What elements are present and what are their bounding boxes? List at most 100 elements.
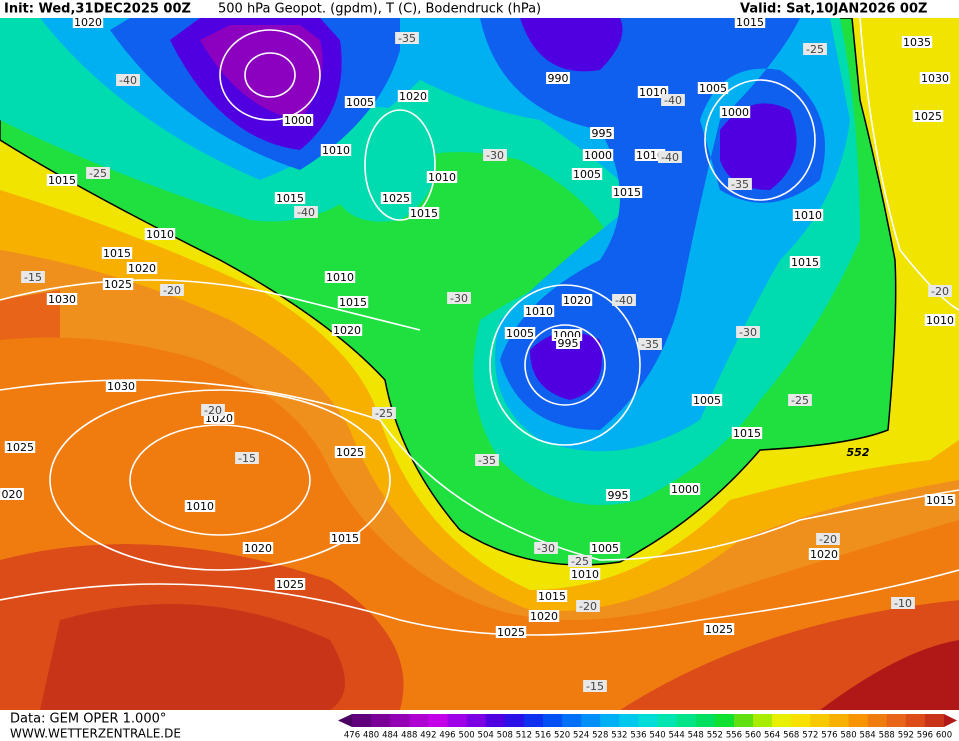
scale-label: 480	[363, 731, 379, 741]
isobar-label-box	[0, 488, 24, 500]
scale-arrow	[338, 714, 352, 727]
isotherm-label-box	[395, 32, 419, 44]
isobar-label: 1030	[107, 380, 135, 393]
scale-label: 556	[726, 731, 742, 741]
isobar-label-box	[274, 192, 306, 204]
isotherm-label: -30	[450, 292, 468, 305]
isobar-label-box	[72, 16, 104, 28]
isobar-label-box	[691, 394, 723, 406]
isotherm-label: -15	[24, 271, 42, 284]
isobar-label-box	[611, 186, 643, 198]
isobar-label: 1015	[538, 590, 566, 603]
scale-label: 576	[821, 731, 837, 741]
scale-bin	[352, 714, 372, 727]
scale-label: 560	[745, 731, 761, 741]
scale-label: 500	[458, 731, 474, 741]
isotherm-label: -40	[661, 151, 679, 164]
isotherm-label-box	[294, 206, 318, 218]
isobar-label: 1015	[410, 207, 438, 220]
isobar-label: 1015	[331, 532, 359, 545]
scale-bin	[714, 714, 735, 727]
scale-label: 524	[573, 731, 589, 741]
isobar-label: 1015	[339, 296, 367, 309]
isobar-label-box	[556, 337, 580, 349]
isobar-label: 1010	[926, 314, 954, 327]
isotherm-label-box	[576, 600, 600, 612]
isobar-label: 1020	[128, 262, 156, 275]
isotherm-label: -30	[739, 326, 757, 339]
site: WWW.WETTERZENTRALE.DE	[10, 727, 181, 741]
isobar-label: 1005	[573, 168, 601, 181]
scale-bin	[829, 714, 850, 727]
map	[0, 18, 959, 710]
isobar-label: 1015	[613, 186, 641, 199]
scale-label: 520	[554, 731, 570, 741]
scale-label: 592	[898, 731, 914, 741]
isobar-label-box	[912, 110, 944, 122]
scale-bin	[523, 714, 544, 727]
scale-bin	[905, 714, 926, 727]
isobar-label-box	[590, 127, 614, 139]
isobar-label-box	[669, 483, 701, 495]
scale-bin	[428, 714, 448, 727]
scale-bin	[676, 714, 697, 727]
isobar-label-box	[634, 149, 666, 161]
isobar-label-box	[274, 578, 306, 590]
isotherm-label: -35	[641, 338, 659, 351]
isobar-label-box	[426, 171, 458, 183]
isobar-label-box	[329, 532, 361, 544]
isotherm-label-box	[475, 454, 499, 466]
isobar-label: 1015	[48, 174, 76, 187]
isobar-label-box	[331, 324, 363, 336]
scale-bin	[562, 714, 582, 727]
isobar-label-box	[734, 16, 766, 28]
isobar-label: 1005	[591, 542, 619, 555]
isobar-label: 1020	[399, 90, 427, 103]
isotherm-label: -20	[931, 285, 949, 298]
isobar-label: 1025	[382, 192, 410, 205]
isobar-label-box	[637, 86, 669, 98]
init-time: Init: Wed,31DEC2025 00Z	[4, 2, 191, 17]
scale-bin	[371, 714, 391, 727]
isotherm-label-box	[891, 597, 915, 609]
map-title: 500 hPa Geopot. (gpdm), T (C), Bodendruc…	[218, 2, 541, 17]
isobar-label-box	[697, 82, 729, 94]
scale-label: 536	[630, 731, 646, 741]
isobar-label: 990	[548, 72, 569, 85]
isobar-label: 1035	[903, 36, 931, 49]
scale-label: 540	[649, 731, 665, 741]
isotherm-label: -35	[478, 454, 496, 467]
isobar-label: 1000	[721, 106, 749, 119]
scale-label: 508	[497, 731, 513, 741]
scale-bin	[772, 714, 792, 727]
isotherm-label-box	[116, 74, 140, 86]
isobar-label-box	[561, 294, 593, 306]
isobar-label-box	[101, 247, 133, 259]
isotherm-label: -30	[486, 149, 504, 162]
isobar-label: 1010	[428, 171, 456, 184]
scale-label: 548	[688, 731, 704, 741]
scale-label: 492	[420, 731, 436, 741]
isotherm-label-box	[638, 338, 662, 350]
isobar-label: 995	[558, 337, 579, 350]
isotherm-label-box	[728, 178, 752, 190]
isobar-label: 1025	[276, 578, 304, 591]
scale-label: 496	[439, 731, 455, 741]
isotherm-label: -35	[398, 32, 416, 45]
isobar-label-box	[901, 36, 933, 48]
scale-label: 528	[592, 731, 608, 741]
isobar-label: 1010	[525, 305, 553, 318]
isobar-label: 1015	[736, 16, 764, 29]
isobar-label-box	[606, 489, 630, 501]
scale-label: 544	[669, 731, 685, 741]
isobar-label: 1025	[497, 626, 525, 639]
isobar-label-box	[4, 441, 36, 453]
isobar-label: 1010	[794, 209, 822, 222]
isobar-label: 1020	[244, 542, 272, 555]
isobar-label: 1025	[336, 446, 364, 459]
scale-label: 532	[611, 731, 627, 741]
scale-bin	[600, 714, 620, 727]
isotherm-label: -30	[537, 542, 555, 555]
isotherm-label-box	[658, 151, 682, 163]
